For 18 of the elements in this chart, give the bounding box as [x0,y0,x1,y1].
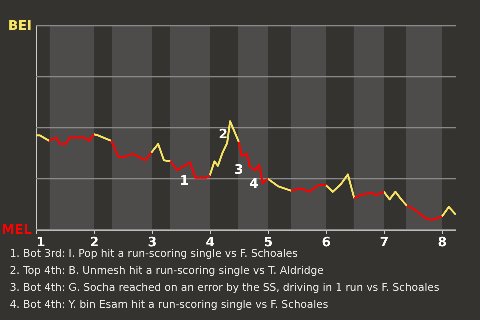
text: 4. Bot 4th: Y. bin Esam hit a run-scoring single vs F. Schoales [10,299,328,311]
x-tick-label: 8 [438,236,448,250]
annotation: 2 [218,127,228,142]
x-tick-label: 5 [264,236,274,250]
text: 3. Bot 4th: G. Socha reached on an error by the SS, driving in 1 run vs F. Schoales [10,282,440,294]
x-tick-label: 2 [90,236,100,250]
annotation: 1 [180,174,190,189]
x-tick-label: 1 [36,236,46,250]
x-tick-label: 3 [148,236,158,250]
text: 2. Top 4th: B. Unmesh hit a run-scoring single vs T. Aldridge [10,265,324,277]
ref-line-label: MEL [2,223,32,238]
text: 1. Bot 3rd: I. Pop hit a run-scoring single vs F. Schoales [10,248,298,260]
annotation: 4 [250,177,259,192]
x-tick-label: 6 [322,236,332,250]
ref-line-label: BEI [8,19,32,34]
x-tick-label: 7 [380,236,390,250]
annotation: 3 [234,163,244,178]
x-tick-label: 4 [206,236,216,250]
